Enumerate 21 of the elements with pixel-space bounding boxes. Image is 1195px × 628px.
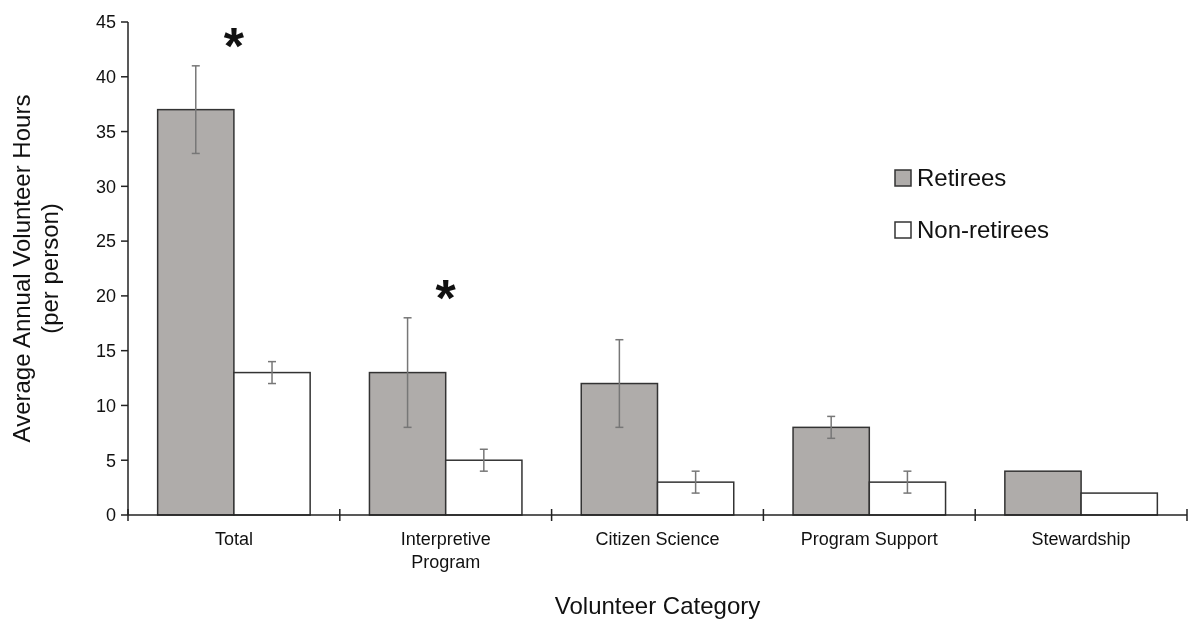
y-tick-label: 30 <box>95 176 116 197</box>
legend-label: Retirees <box>917 164 1007 192</box>
y-tick-label: 15 <box>95 340 116 361</box>
x-tick-label: Citizen Science <box>595 529 720 549</box>
y-tick-label: 40 <box>95 67 116 88</box>
y-tick-label: 45 <box>95 12 116 33</box>
y-tick-label: 25 <box>95 231 116 252</box>
y-tick-label: 5 <box>105 450 116 471</box>
x-tick-label: Interpretive Program <box>400 529 491 572</box>
x-axis-title: Volunteer Category <box>554 592 761 619</box>
significance-mark: * <box>223 16 244 75</box>
x-tick-label: Program Support <box>800 529 938 549</box>
legend-label: Non-retirees <box>917 216 1050 244</box>
significance-mark: * <box>435 268 456 327</box>
y-tick-label: 20 <box>95 286 116 307</box>
y-tick-label: 10 <box>95 395 116 416</box>
x-tick-label: Total <box>214 529 253 549</box>
x-tick-label: Stewardship <box>1031 529 1131 549</box>
y-tick-label: 35 <box>95 121 116 142</box>
y-axis-title: Average Annual Volunteer Hours (per person) <box>8 94 63 443</box>
y-tick-label: 0 <box>105 505 116 526</box>
